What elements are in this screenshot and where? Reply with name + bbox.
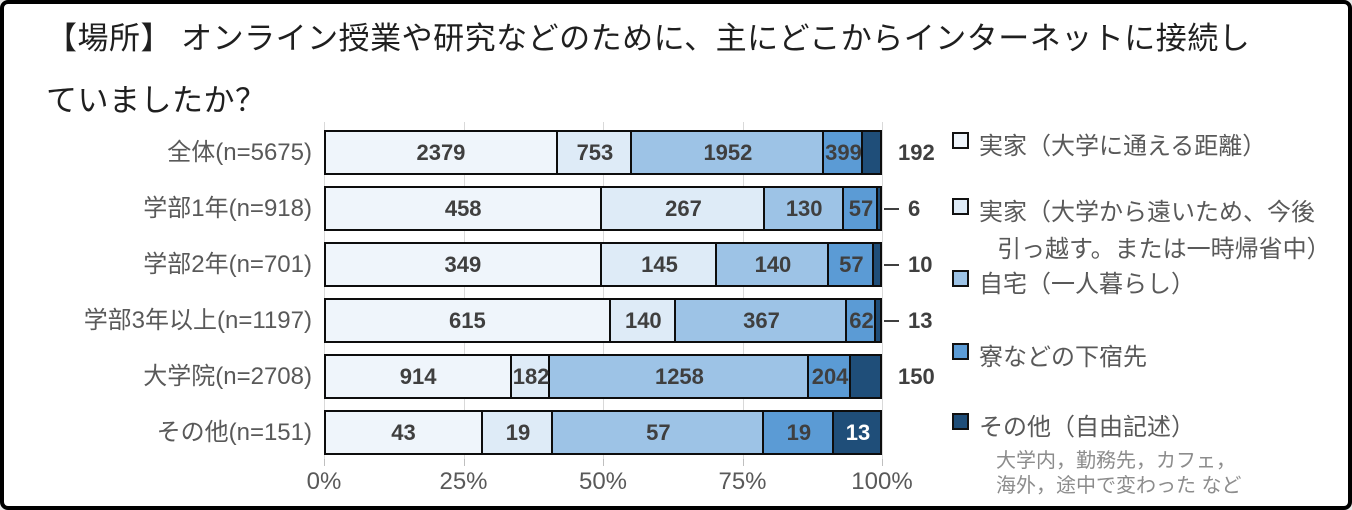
bar-segment <box>842 186 878 231</box>
bar-segment <box>876 186 882 231</box>
legend-item-label: 寮などの下宿先 <box>979 344 1147 371</box>
legend-item-label: 実家（大学から遠いため、今後 <box>979 199 1315 226</box>
bar-segment <box>674 298 847 343</box>
bar-segment <box>715 242 829 287</box>
legend-item-label: その他（自由記述） <box>979 414 1195 441</box>
outside-value-label: 192 <box>898 140 935 165</box>
bar-segment <box>600 186 765 231</box>
bar-segment <box>849 354 882 399</box>
category-label: 学部3年以上(n=1197) <box>83 307 312 334</box>
segment-value-label: 2379 <box>416 140 466 165</box>
bar-segment <box>861 130 882 175</box>
leader-line <box>884 263 899 266</box>
segment-value-label: 13 <box>845 420 871 445</box>
bar-segment <box>630 130 824 175</box>
legend-item-label: 自宅（一人暮らし） <box>979 271 1195 298</box>
bar-segment <box>556 130 632 175</box>
segment-value-label: 753 <box>576 140 614 165</box>
leader-line <box>884 207 899 210</box>
legend-note: 海外，途中で変わった など <box>996 475 1242 497</box>
legend-item-label: 実家（大学に通える距離） <box>979 133 1267 160</box>
legend-swatch <box>952 198 969 215</box>
legend-swatch <box>952 343 969 360</box>
chart-title-line-1: 【場所】 オンライン授業や研究などのために、主にどこからインターネットに接続し <box>46 21 1251 56</box>
outside-value-label: 150 <box>898 364 935 389</box>
segment-value-label: 1258 <box>654 364 704 389</box>
bar-segment <box>872 242 882 287</box>
segment-value-label: 458 <box>444 196 482 221</box>
category-label: 学部2年(n=701) <box>143 251 312 278</box>
gridline <box>882 122 883 459</box>
segment-value-label: 57 <box>839 252 864 277</box>
axis-tick <box>603 459 604 466</box>
bar-segment <box>324 130 558 175</box>
segment-value-label: 267 <box>665 196 702 221</box>
segment-value-label: 140 <box>754 252 792 277</box>
segment-value-label: 349 <box>444 252 482 277</box>
category-label: 全体(n=5675) <box>167 139 312 166</box>
category-label: 大学院(n=2708) <box>143 363 312 390</box>
category-label: その他(n=151) <box>156 419 312 446</box>
legend-swatch <box>952 132 969 149</box>
bar-segment <box>832 410 882 455</box>
x-axis-tick-label: 50% <box>578 468 628 495</box>
legend-swatch <box>952 270 969 287</box>
bar-segment <box>600 242 717 287</box>
bar-segment <box>324 354 512 399</box>
bar-segment <box>324 298 611 343</box>
segment-value-label: 914 <box>399 364 437 389</box>
bar-segment <box>510 354 550 399</box>
x-axis-tick-label: 75% <box>718 468 767 495</box>
segment-value-label: 140 <box>624 308 662 333</box>
segment-value-label: 367 <box>743 308 780 333</box>
legend-item-label: 引っ越す。または一時帰省中） <box>997 236 1331 263</box>
segment-value-label: 145 <box>641 252 678 277</box>
segment-value-label: 43 <box>391 420 416 445</box>
axis-tick <box>882 459 883 466</box>
axis-tick <box>324 459 325 466</box>
segment-value-label: 204 <box>811 364 849 389</box>
bar-segment <box>874 298 882 343</box>
axis-tick <box>463 459 465 466</box>
bar-segment <box>551 410 764 455</box>
bar-segment <box>324 242 602 287</box>
segment-value-label: 1952 <box>703 140 753 165</box>
category-label: 学部1年(n=918) <box>143 195 312 222</box>
chart-title: 【場所】 オンライン授業や研究などのために、主にどこからインターネットに接続し … <box>46 8 1326 132</box>
x-axis-tick-label: 0% <box>306 468 342 495</box>
bar-segment <box>324 186 602 231</box>
gridline <box>324 122 325 459</box>
segment-value-label: 57 <box>848 196 874 221</box>
outside-value-label: 13 <box>908 308 933 333</box>
segment-value-label: 62 <box>849 308 874 333</box>
x-axis-tick-label: 25% <box>439 468 488 495</box>
segment-value-label: 19 <box>786 420 812 445</box>
axis-tick <box>742 459 744 466</box>
legend-note: 大学内，勤務先，カフェ， <box>996 450 1236 472</box>
legend-swatch <box>952 413 969 430</box>
outside-value-label: 6 <box>908 196 921 221</box>
segment-value-label: 615 <box>448 308 486 333</box>
segment-value-label: 182 <box>512 364 550 389</box>
bar-segment <box>481 410 553 455</box>
segment-value-label: 399 <box>825 140 862 165</box>
gridline <box>742 122 744 459</box>
segment-value-label: 19 <box>505 420 531 445</box>
x-axis-tick-label: 100% <box>851 468 913 495</box>
chart-title-line-2: ていましたか？ <box>46 83 267 118</box>
segment-value-label: 130 <box>785 196 823 221</box>
gridline <box>463 122 465 459</box>
leader-line <box>884 319 899 322</box>
segment-value-label: 57 <box>646 420 671 445</box>
bar-segment <box>548 354 809 399</box>
bar-segment <box>762 410 834 455</box>
outside-value-label: 10 <box>908 252 933 277</box>
gridline <box>603 122 604 459</box>
